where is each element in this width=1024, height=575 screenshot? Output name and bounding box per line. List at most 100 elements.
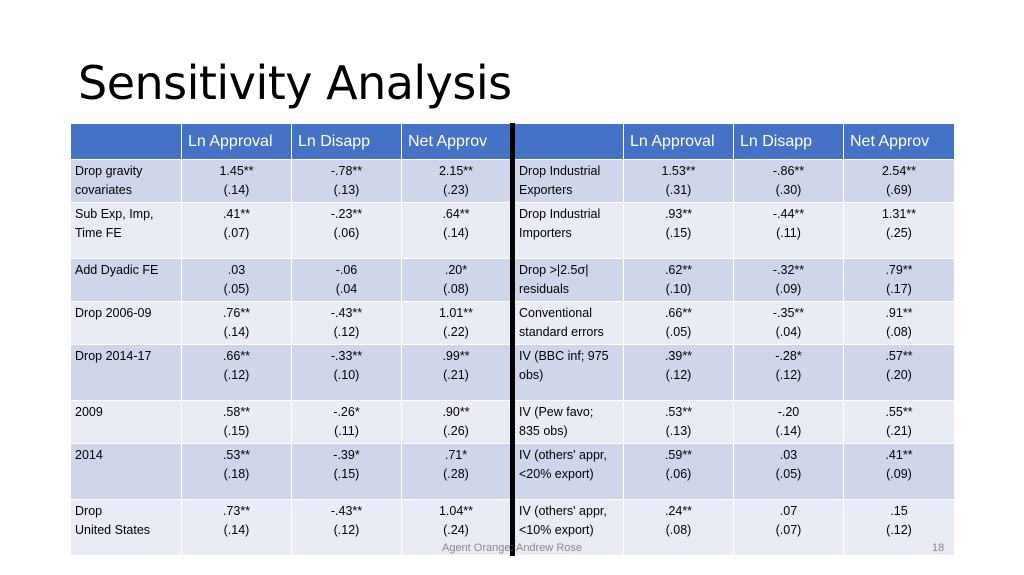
coefficient: 1.45** (219, 164, 254, 178)
column-header-empty (70, 123, 182, 160)
row-label: Drop Industrial Exporters (512, 159, 624, 203)
row-label-line: 835 obs) (519, 424, 568, 438)
value-cell: .71* (.28) (401, 443, 515, 500)
standard-error: (.05) (665, 325, 692, 339)
standard-error: (.13) (665, 424, 692, 438)
standard-error: (.17) (886, 282, 912, 296)
standard-error: (.31) (665, 183, 692, 197)
row-label-line: Exporters (519, 183, 573, 197)
row-label-line: Drop Industrial (519, 164, 601, 178)
value-cell: -.06 (.04 (291, 258, 402, 302)
value-cell: .73** (.14) (181, 499, 292, 556)
table-row: Drop 2006-09 .76** (.14) -.43** (.12) 1.01** (… (70, 301, 955, 345)
column-header: Net Approv (843, 123, 955, 160)
coefficient: .07 (779, 504, 798, 518)
row-label: Drop United States (70, 499, 182, 556)
table-row: Sub Exp, Imp, Time FE .41** (.07) -.23** (.06… (70, 202, 955, 259)
standard-error: (.06) (333, 226, 360, 240)
standard-error: (.09) (775, 282, 802, 296)
row-label: Drop gravity covariates (70, 159, 182, 203)
standard-error: (.23) (443, 183, 469, 197)
row-label-line: IV (others' appr, (519, 504, 607, 518)
value-cell: .91** (.08) (843, 301, 955, 345)
row-label-line: Add Dyadic FE (75, 263, 159, 277)
value-cell: .64** (.14) (401, 202, 515, 259)
row-label-line: 2009 (75, 405, 103, 419)
row-label: IV (Pew favo; 835 obs) (512, 400, 624, 444)
row-label-line: 2014 (75, 448, 103, 462)
coefficient: .91** (885, 306, 913, 320)
row-label: 2014 (70, 443, 182, 500)
standard-error: (.14) (223, 523, 250, 537)
value-cell: -.33** (.10) (291, 344, 402, 401)
value-cell: -.28* (.12) (733, 344, 844, 401)
row-label: Sub Exp, Imp, Time FE (70, 202, 182, 259)
coefficient: 1.04** (438, 504, 474, 518)
value-cell: -.44** (.11) (733, 202, 844, 259)
standard-error: (.13) (333, 183, 360, 197)
value-cell: .53** (.18) (181, 443, 292, 500)
value-cell: -.86** (.30) (733, 159, 844, 203)
coefficient: .79** (885, 263, 913, 277)
coefficient: .99** (442, 349, 470, 363)
coefficient: .24** (664, 504, 693, 518)
value-cell: .76** (.14) (181, 301, 292, 345)
value-cell: .41** (.07) (181, 202, 292, 259)
coefficient: -.44** (772, 207, 805, 221)
standard-error: (.24) (443, 523, 469, 537)
value-cell: .03 (.05) (181, 258, 292, 302)
row-label-line: IV (others' appr, (519, 448, 607, 462)
value-cell: 1.53** (.31) (623, 159, 734, 203)
coefficient: .62** (664, 263, 693, 277)
coefficient: -.33** (330, 349, 363, 363)
standard-error: (.69) (886, 183, 912, 197)
coefficient: .90** (442, 405, 470, 419)
coefficient: .39** (664, 349, 693, 363)
coefficient: .58** (222, 405, 251, 419)
row-label: Add Dyadic FE (70, 258, 182, 302)
row-label-line: <20% export) (519, 467, 594, 481)
value-cell: -.20 (.14) (733, 400, 844, 444)
value-cell: .66** (.12) (181, 344, 292, 401)
value-cell: -.78** (.13) (291, 159, 402, 203)
standard-error: (.15) (223, 424, 250, 438)
row-label-line: Time FE (75, 226, 122, 240)
coefficient: -.20 (777, 405, 800, 419)
value-cell: .62** (.10) (623, 258, 734, 302)
coefficient: .93** (664, 207, 693, 221)
row-label-line: IV (Pew favo; (519, 405, 594, 419)
table-row: Drop 2014-17 .66** (.12) -.33** (.10) .99** (.… (70, 344, 955, 401)
coefficient: -.78** (330, 164, 363, 178)
row-label-line: obs) (519, 368, 544, 382)
standard-error: (.18) (223, 467, 250, 481)
standard-error: (.04) (775, 325, 802, 339)
standard-error: (.11) (776, 226, 801, 240)
coefficient: 1.31** (881, 207, 917, 221)
value-cell: 2.54** (.69) (843, 159, 955, 203)
value-cell: -.26* (.11) (291, 400, 402, 444)
value-cell: .90** (.26) (401, 400, 515, 444)
row-label: IV (others' appr, <20% export) (512, 443, 624, 500)
value-cell: .20* (.08) (401, 258, 515, 302)
page-number: 18 (932, 542, 945, 554)
coefficient: .15 (890, 504, 908, 518)
slide-footer: Agent Orange: Andrew Rose (441, 542, 583, 554)
value-cell: .24** (.08) (623, 499, 734, 556)
value-cell: .07 (.07) (733, 499, 844, 556)
standard-error: (.26) (443, 424, 469, 438)
value-cell: .39** (.12) (623, 344, 734, 401)
standard-error: (.15) (333, 467, 360, 481)
standard-error: (.20) (886, 368, 912, 382)
table-row: Drop United States .73** (.14) -.43** (.12) 1.… (70, 499, 955, 556)
standard-error: (.05) (223, 282, 250, 296)
table-row: 2014 .53** (.18) -.39* (.15) .71* (.28) IV (oth… (70, 443, 955, 500)
column-header: Ln Approval (181, 123, 292, 160)
row-label-line: residuals (519, 282, 570, 296)
standard-error: (.30) (775, 183, 802, 197)
coefficient: -.43** (330, 306, 363, 320)
value-cell: .15 (.12) (843, 499, 955, 556)
coefficient: -.28* (775, 349, 802, 363)
value-cell: 2.15** (.23) (401, 159, 515, 203)
standard-error: (.12) (775, 368, 802, 382)
row-label-line: Sub Exp, Imp, (75, 207, 154, 221)
